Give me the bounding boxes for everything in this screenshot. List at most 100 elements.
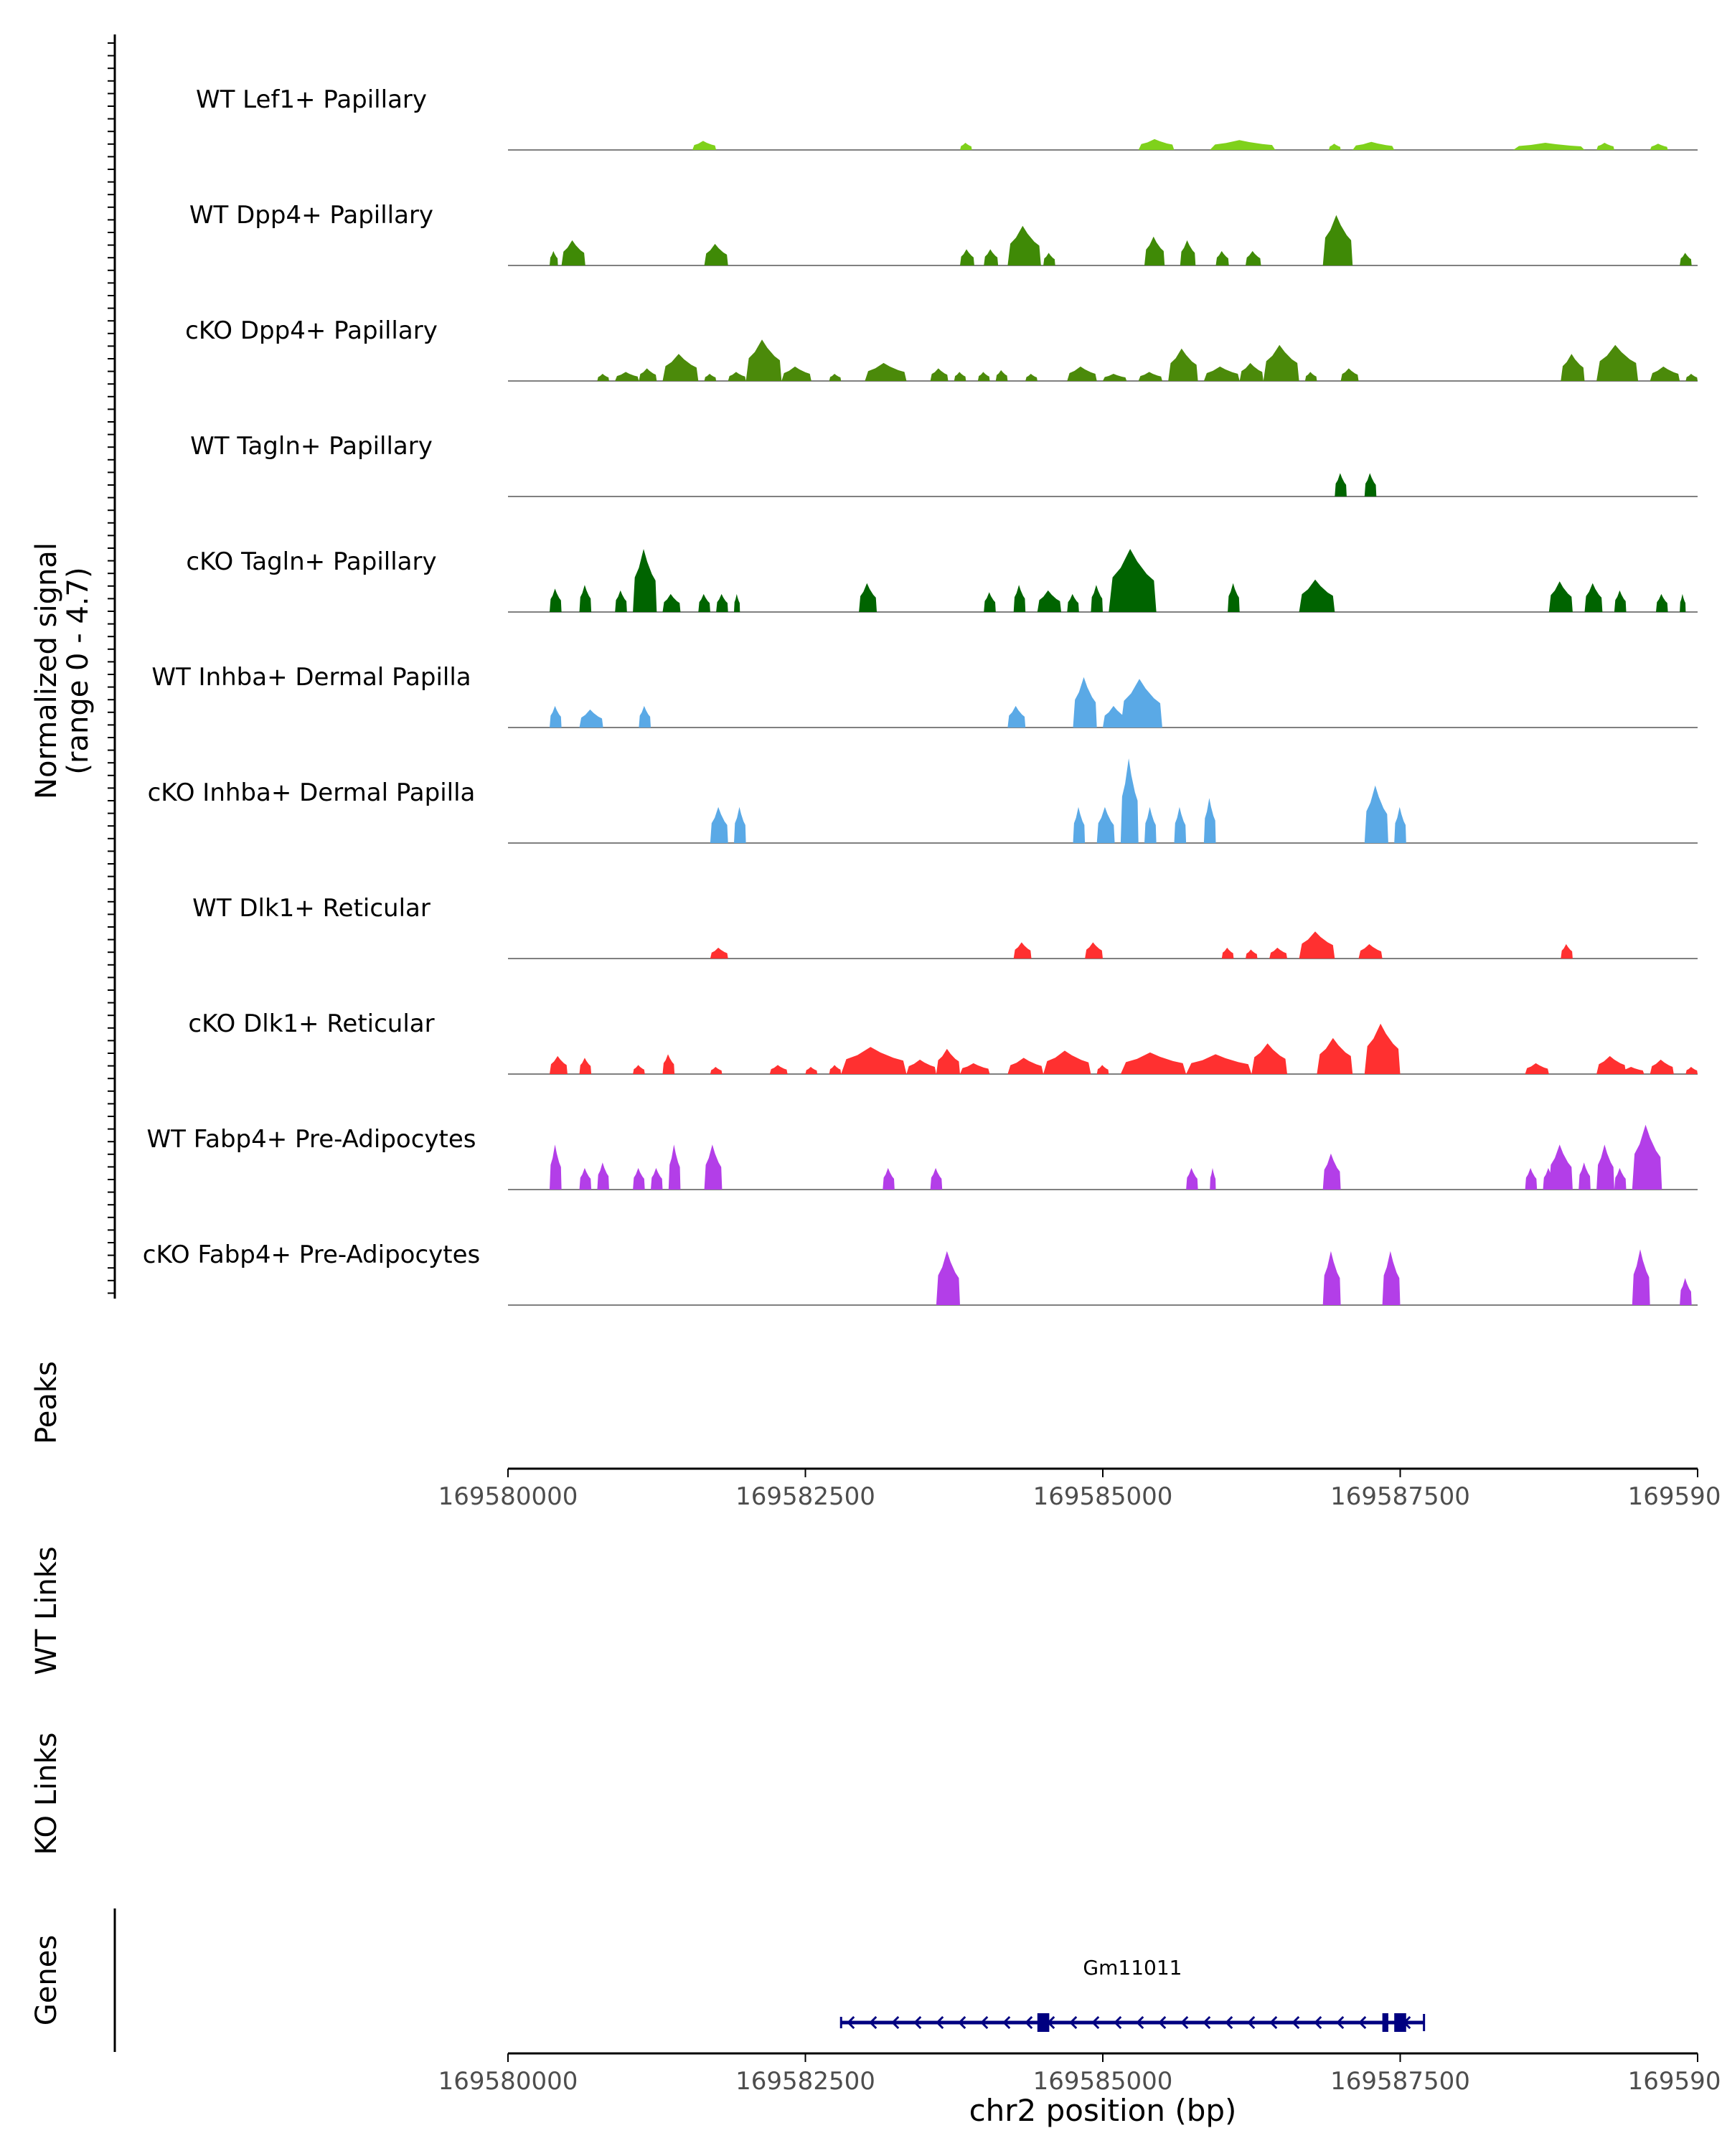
coverage-peak bbox=[960, 1063, 990, 1074]
coverage-peak bbox=[1120, 1052, 1187, 1074]
signal-axis-range-label: (range 0 - 4.7) bbox=[62, 567, 95, 774]
coverage-peak bbox=[1180, 240, 1196, 265]
track-label: WT Lef1+ Papillary bbox=[196, 85, 427, 114]
coverage-peak bbox=[1382, 1251, 1401, 1305]
coverage-peak bbox=[1138, 372, 1162, 381]
coverage-peak bbox=[1620, 1067, 1645, 1074]
strand-arrow bbox=[1203, 2015, 1211, 2030]
coverage-peak bbox=[1168, 348, 1198, 381]
track-label: WT Inhba+ Dermal Papilla bbox=[151, 663, 471, 692]
coverage-peak bbox=[1614, 1167, 1627, 1190]
strand-arrow bbox=[1314, 2015, 1322, 2030]
x-tick-label: 169590000 bbox=[1628, 2067, 1722, 2096]
x-tick-label: 169590000 bbox=[1628, 1482, 1722, 1511]
strand-arrow bbox=[1358, 2015, 1367, 2030]
coverage-peak bbox=[1322, 1153, 1341, 1190]
coverage-peak bbox=[1103, 705, 1127, 728]
signal-axis-ticks bbox=[108, 42, 115, 1294]
coverage-peak bbox=[692, 141, 717, 150]
track-label: cKO Tagln+ Papillary bbox=[186, 547, 436, 576]
coverage-peak bbox=[1239, 362, 1264, 381]
coverage-peak bbox=[1548, 581, 1573, 612]
coverage-peak bbox=[829, 374, 842, 381]
coverage-peak bbox=[698, 593, 710, 612]
coverage-peak bbox=[1103, 374, 1127, 381]
coverage-peak bbox=[1037, 590, 1061, 612]
coverage-peak bbox=[769, 1065, 788, 1074]
coverage-peak bbox=[734, 593, 740, 612]
strand-arrow bbox=[958, 2015, 966, 2030]
coverage-peak bbox=[1596, 1144, 1614, 1190]
coverage-peak bbox=[1073, 677, 1097, 728]
coverage-peak bbox=[1013, 585, 1026, 612]
coverage-peak bbox=[1174, 806, 1187, 843]
coverage-peak bbox=[1596, 1055, 1627, 1074]
genes-label: Genes bbox=[30, 1935, 63, 2025]
coverage-peak bbox=[1203, 798, 1216, 843]
coverage-peak bbox=[1656, 593, 1668, 612]
strand-arrow bbox=[1292, 2015, 1300, 2030]
signal-axis-label: Normalized signal bbox=[30, 542, 63, 799]
track-label: WT Dlk1+ Reticular bbox=[192, 894, 430, 923]
strand-arrow bbox=[936, 2015, 944, 2030]
coverage-peak bbox=[1246, 250, 1261, 265]
coverage-peak bbox=[579, 1167, 592, 1190]
coverage-peak bbox=[579, 709, 603, 728]
coverage-peak bbox=[1299, 931, 1335, 959]
track: cKO Inhba+ Dermal Papilla bbox=[148, 758, 1698, 844]
wt-links-label: WT Links bbox=[30, 1546, 63, 1675]
coverage-peak bbox=[936, 1048, 960, 1074]
coverage-peak bbox=[859, 583, 877, 612]
coverage-peak bbox=[1685, 1067, 1698, 1074]
coverage-peak bbox=[728, 372, 746, 381]
coverage-peak bbox=[1322, 1251, 1341, 1305]
coverage-peak bbox=[633, 549, 657, 612]
coverage-peak bbox=[550, 1055, 568, 1074]
coverage-peak bbox=[1680, 593, 1686, 612]
track: cKO Dpp4+ Papillary bbox=[185, 316, 1698, 382]
coverage-peak bbox=[1650, 143, 1668, 150]
coverage-peak bbox=[1007, 225, 1041, 265]
x-tick-label: 169580000 bbox=[438, 1482, 578, 1511]
coverage-peak bbox=[1085, 942, 1103, 959]
coverage-peak bbox=[936, 1251, 960, 1305]
coverage-peak bbox=[1091, 585, 1103, 612]
x-tick-label: 169582500 bbox=[735, 1482, 875, 1511]
coverage-peak bbox=[1364, 1023, 1401, 1074]
track: cKO Tagln+ Papillary bbox=[186, 547, 1698, 613]
coverage-peak bbox=[579, 585, 592, 612]
strand-arrow bbox=[1091, 2015, 1100, 2030]
x-tick-label: 169585000 bbox=[1033, 2067, 1173, 2096]
coverage-peak bbox=[1138, 138, 1175, 150]
coverage-peak bbox=[1067, 593, 1079, 612]
coverage-peak bbox=[1596, 344, 1639, 381]
track: WT Fabp4+ Pre-Adipocytes bbox=[147, 1124, 1698, 1190]
coverage-peak bbox=[1513, 143, 1585, 150]
strand-arrow bbox=[1025, 2015, 1033, 2030]
coverage-peak bbox=[1007, 705, 1026, 728]
coverage-peak bbox=[1304, 372, 1317, 381]
strand-arrow bbox=[1158, 2015, 1167, 2030]
strand-arrow bbox=[1336, 2015, 1345, 2030]
coverage-peak bbox=[1043, 1050, 1091, 1074]
coverage-peak bbox=[1525, 1167, 1538, 1190]
strand-arrow bbox=[1136, 2015, 1144, 2030]
coverage-peak bbox=[550, 1144, 562, 1190]
strand-arrow bbox=[891, 2015, 900, 2030]
strand-arrow bbox=[913, 2015, 922, 2030]
coverage-peak bbox=[1007, 1058, 1044, 1074]
gene-exon bbox=[1382, 2013, 1388, 2032]
coverage-peak bbox=[1548, 1144, 1573, 1190]
coverage-peak bbox=[639, 368, 657, 381]
coverage-peak bbox=[1335, 473, 1347, 496]
coverage-peak bbox=[1025, 374, 1038, 381]
track-label: cKO Inhba+ Dermal Papilla bbox=[148, 778, 476, 807]
x-tick-label: 169580000 bbox=[438, 2067, 578, 2096]
coverage-peak bbox=[1340, 368, 1359, 381]
track-label: WT Dpp4+ Papillary bbox=[189, 201, 433, 230]
coverage-peak bbox=[1120, 758, 1139, 843]
track: WT Dpp4+ Papillary bbox=[189, 201, 1698, 266]
coverage-peak bbox=[550, 588, 562, 612]
